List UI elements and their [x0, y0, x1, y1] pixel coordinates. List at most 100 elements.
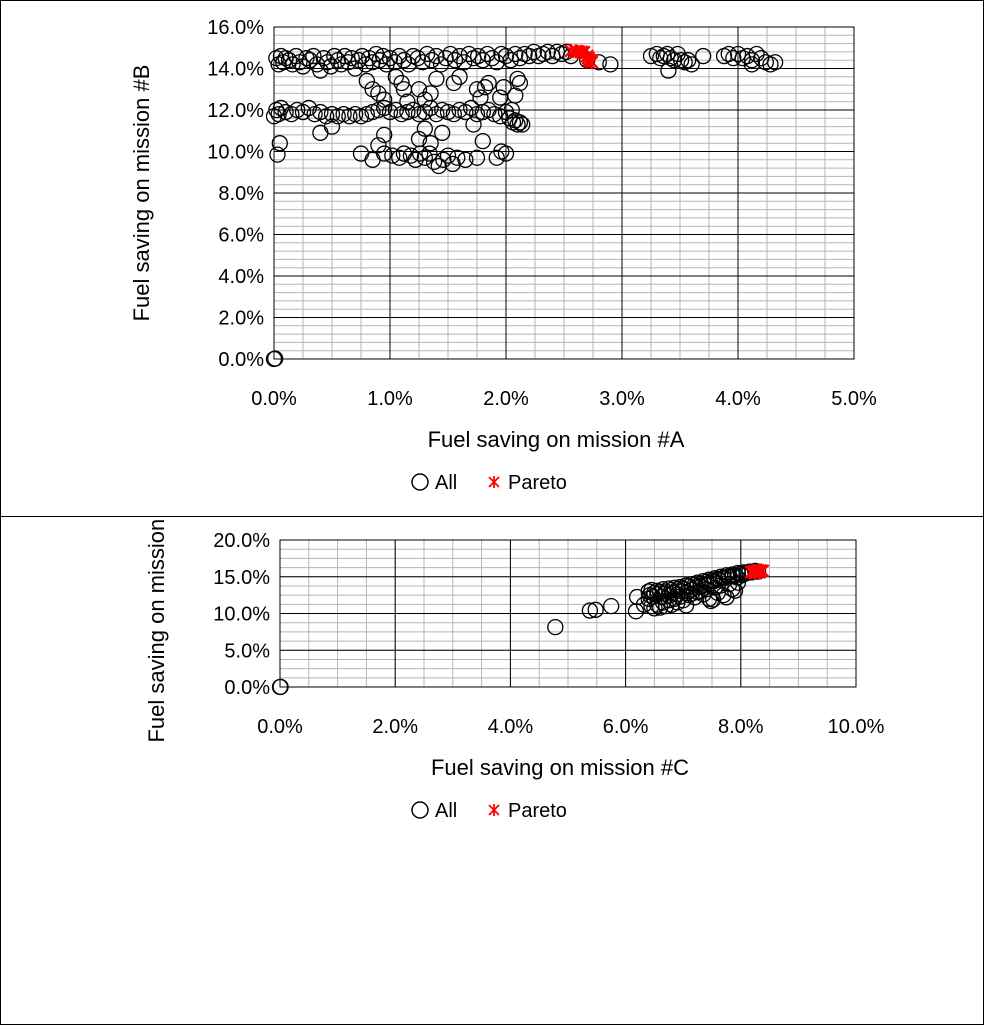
series-all: [271, 562, 767, 696]
plot-area-border: [279, 539, 857, 688]
data-point: [381, 49, 399, 67]
data-point: [480, 74, 497, 92]
data-point: [428, 106, 445, 123]
series-pareto: [564, 43, 599, 70]
data-point: [269, 146, 286, 163]
data-point: [676, 54, 693, 71]
y-axis-title: Fuel saving on mission #B: [129, 65, 154, 322]
data-point: [547, 618, 564, 636]
data-point: [766, 54, 784, 71]
data-point: [442, 45, 459, 63]
data-point: [488, 54, 505, 71]
data-point: [483, 49, 501, 67]
data-point: [358, 72, 375, 90]
data-point: [399, 93, 416, 110]
x-tick-label: 4.0%: [488, 716, 534, 738]
plot-area-border: [273, 26, 855, 360]
y-tick-label: 16.0%: [207, 17, 264, 39]
data-point: [445, 106, 462, 123]
data-point: [393, 74, 410, 92]
data-point: [678, 584, 695, 602]
x-axis-title: Fuel saving on mission #C: [431, 755, 689, 780]
data-point: [376, 126, 393, 144]
data-point: [679, 52, 697, 69]
y-tick-label: 2.0%: [218, 308, 264, 330]
data-point: [511, 74, 529, 92]
x-tick-label: 8.0%: [718, 716, 764, 738]
legend-all-marker: [411, 801, 429, 819]
data-point: [347, 60, 364, 77]
data-point: [416, 91, 433, 108]
data-point: [409, 49, 426, 67]
data-point: [511, 114, 529, 131]
data-point: [323, 118, 341, 135]
x-tick-label: 0.0%: [251, 388, 297, 410]
data-point: [444, 155, 461, 173]
data-point: [364, 81, 381, 98]
x-tick-label: 1.0%: [367, 388, 413, 410]
data-point: [739, 47, 756, 65]
data-point: [449, 149, 466, 166]
data-point: [416, 149, 433, 166]
data-point: [660, 62, 677, 79]
x-tick-label: 3.0%: [599, 388, 645, 410]
data-point: [384, 147, 401, 164]
scatter-chart-a-b: 0.0% 1.0% 2.0% 3.0% 4.0% 5.0% 0.0% 2.0% 4.0% 6.0%…: [129, 17, 877, 494]
y-tick-label: 10.0%: [213, 604, 270, 626]
data-point: [418, 45, 436, 63]
data-point: [476, 79, 494, 96]
x-tick-label: 0.0%: [257, 716, 303, 738]
data-point: [653, 588, 670, 605]
data-point: [370, 137, 387, 154]
pareto-point: [752, 565, 767, 580]
data-point: [725, 49, 742, 67]
y-tick-label: 14.0%: [207, 59, 264, 81]
data-point: [284, 56, 301, 73]
legend-all-label: All: [435, 472, 457, 494]
data-point: [474, 52, 491, 69]
data-point: [718, 589, 735, 606]
data-point: [300, 99, 317, 117]
chart-panel-a-b: 0.0% 1.0% 2.0% 3.0% 4.0% 5.0% 0.0% 2.0% 4.0% 6.0%…: [0, 0, 984, 517]
x-tick-label: 5.0%: [831, 388, 877, 410]
data-point: [412, 145, 429, 162]
x-tick-label: 2.0%: [372, 716, 418, 738]
data-point: [422, 85, 439, 102]
y-tick-label: 0.0%: [224, 677, 270, 699]
data-point: [376, 145, 393, 162]
data-point: [428, 70, 445, 88]
data-point: [343, 49, 360, 67]
data-point: [511, 49, 529, 67]
data-point: [495, 79, 512, 96]
data-point: [376, 91, 393, 108]
data-point: [437, 49, 454, 67]
data-point: [743, 52, 761, 69]
data-point: [602, 56, 619, 73]
data-point: [497, 145, 515, 162]
data-point: [283, 106, 300, 123]
data-point: [457, 103, 474, 121]
data-point: [435, 151, 452, 168]
data-point: [434, 124, 451, 141]
data-point: [673, 52, 690, 69]
y-tick-label: 0.0%: [218, 349, 264, 371]
data-point: [439, 147, 457, 164]
data-point: [446, 52, 464, 69]
data-point: [391, 47, 408, 65]
data-point: [414, 54, 431, 71]
scatter-chart-c-d: 0.0% 2.0% 4.0% 6.0% 8.0% 10.0% 0.0% 5.0% 10.0% 15…: [144, 484, 885, 822]
chart-panel-c-d: 0.0% 2.0% 4.0% 6.0% 8.0% 10.0% 0.0% 5.0% 10.0% 15…: [0, 484, 984, 1025]
legend-all-marker: [411, 473, 429, 491]
x-tick-label: 10.0%: [828, 716, 885, 738]
data-point: [507, 45, 524, 63]
data-point: [463, 99, 480, 117]
data-point: [391, 149, 408, 166]
y-tick-label: 10.0%: [207, 142, 264, 164]
data-point: [428, 47, 445, 65]
data-point: [695, 47, 712, 65]
x-tick-label: 2.0%: [483, 388, 529, 410]
data-point: [456, 54, 473, 71]
data-point: [603, 598, 620, 615]
data-point: [387, 101, 404, 119]
data-point: [581, 602, 599, 619]
